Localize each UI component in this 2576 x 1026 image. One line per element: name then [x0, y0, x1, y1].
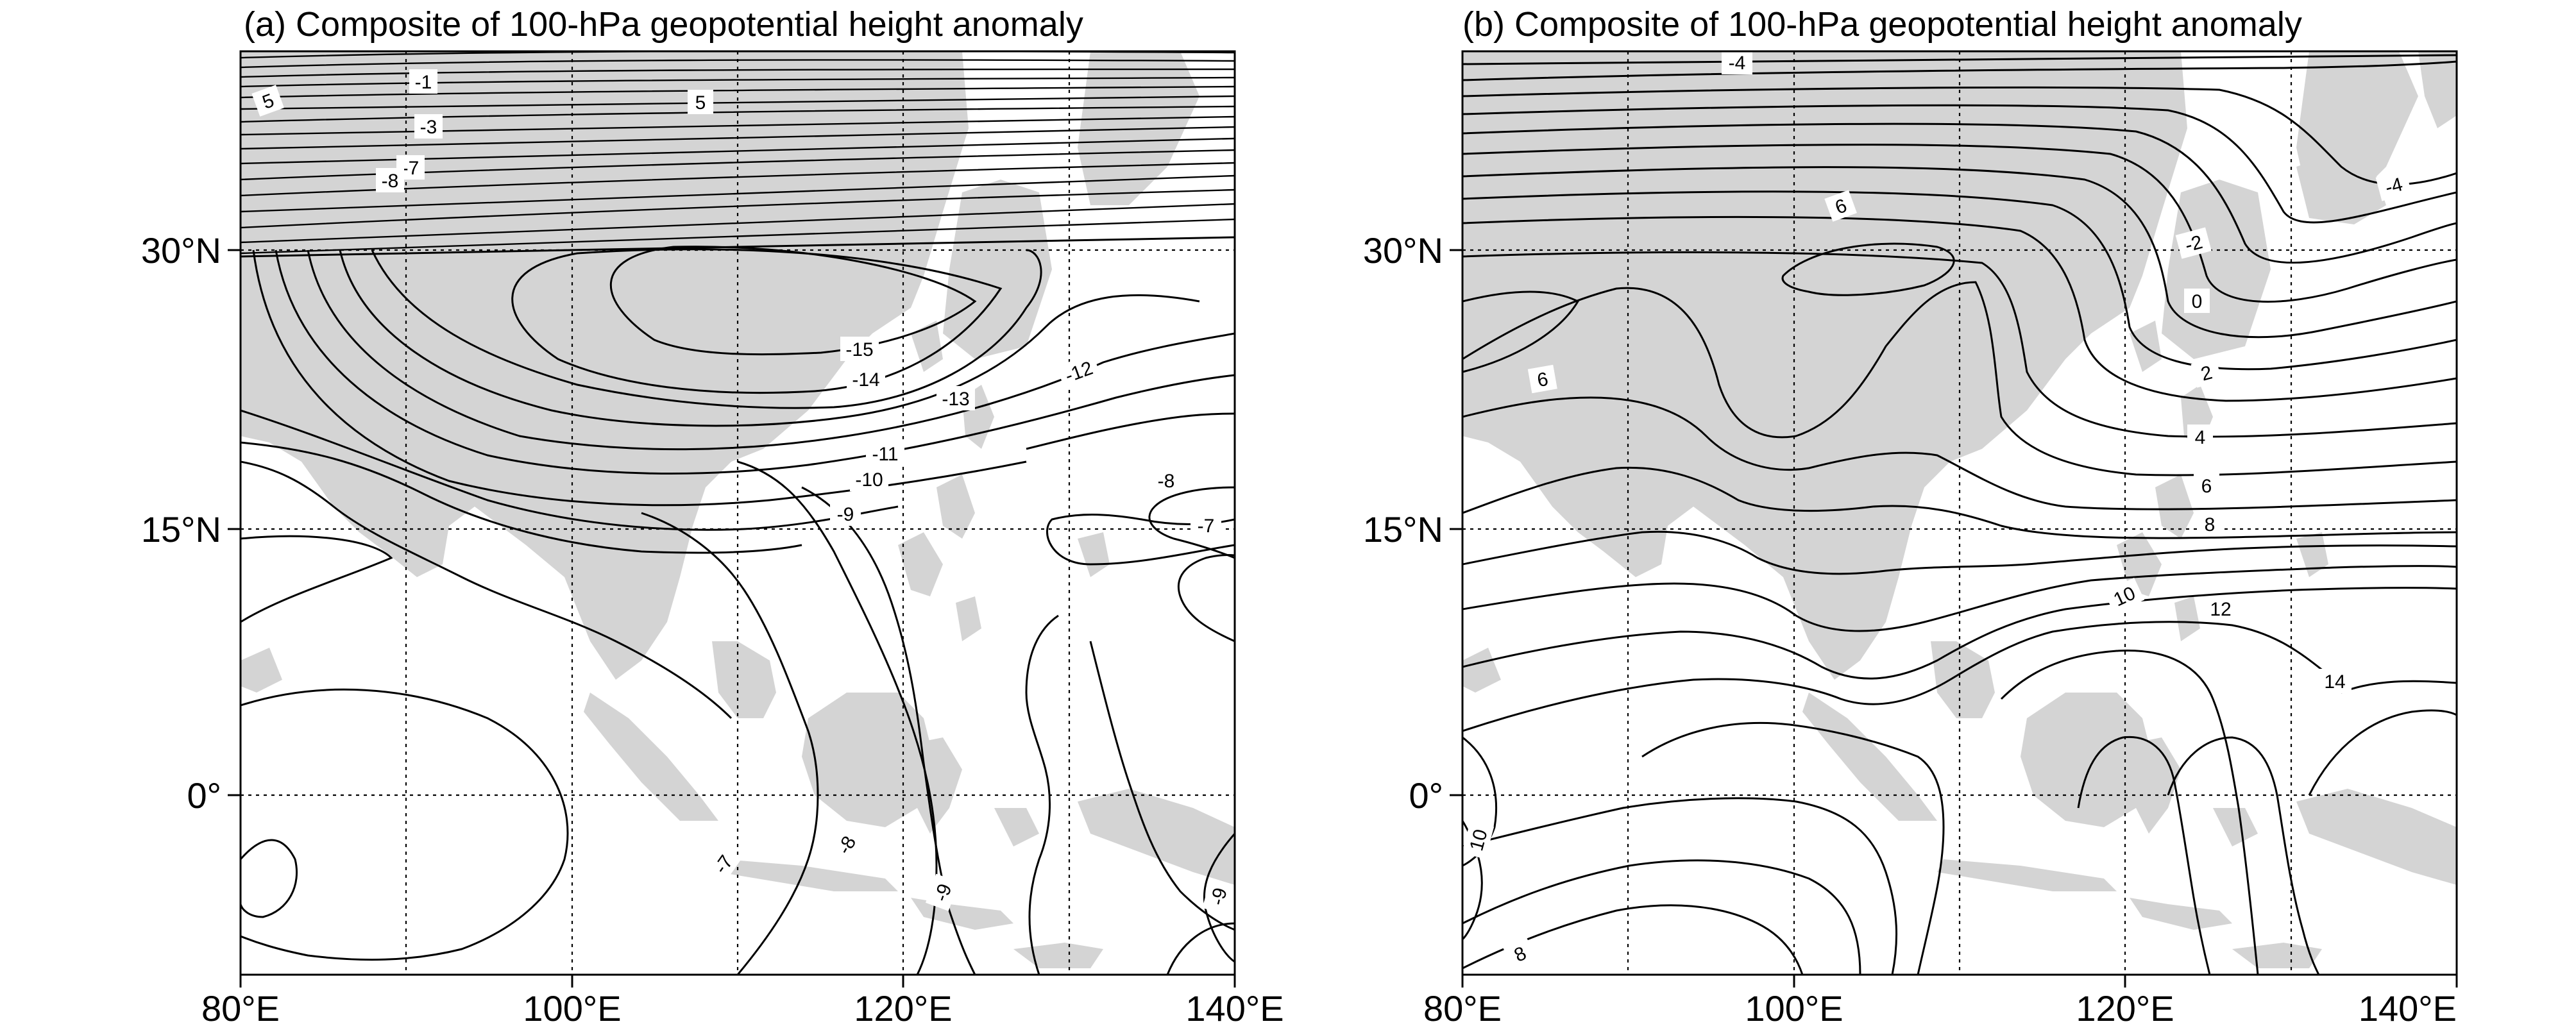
panel-a-map — [241, 51, 1235, 975]
x-tick-label: 80°E — [201, 988, 280, 1026]
panel-b-grid — [1462, 51, 2457, 975]
contour-label: 4 — [2195, 427, 2206, 448]
x-tick-label: 100°E — [523, 988, 621, 1026]
panel-b-axes: 80°E 100°E 120°E 140°E 30°N 15°N 0° — [1363, 230, 2458, 1026]
panel-b-title: (b) Composite of 100-hPa geopotential he… — [1462, 5, 2302, 44]
contour-label: 8 — [2205, 514, 2216, 535]
contour-label: 0 — [2192, 291, 2203, 312]
contour-label: -9 — [837, 504, 854, 525]
y-tick-label: 0° — [187, 775, 221, 816]
contour-label: -4 — [1729, 53, 1746, 74]
panel-b-contours — [1462, 54, 2457, 975]
contour-label: -10 — [855, 469, 883, 491]
panel-b-frame — [1461, 50, 2458, 976]
x-tick-label: 120°E — [854, 988, 952, 1026]
contour-label: -11 — [872, 444, 898, 465]
contour-label: -14 — [852, 369, 879, 391]
contour-label: 5 — [695, 92, 706, 114]
panel-a-title: (a) Composite of 100-hPa geopotential he… — [244, 5, 1083, 44]
contour-label: -1 — [415, 72, 432, 93]
panel-a-axes: 80°E 100°E 120°E 140°E 30°N 15°N 0° — [141, 230, 1284, 1026]
panel-b: (b) Composite of 100-hPa geopotential he… — [1363, 5, 2458, 1026]
contour-label: -15 — [845, 339, 873, 360]
contour-label: -8 — [1158, 471, 1175, 492]
x-tick-label: 140°E — [1185, 988, 1284, 1026]
contour-label: -13 — [942, 389, 969, 410]
panel-b-contour-labels: -4 6 -2 -4 0 2 6 4 6 8 10 12 14 10 8 — [1461, 50, 2412, 970]
contour-label: -7 — [1198, 516, 1215, 537]
y-tick-label: 15°N — [141, 509, 221, 550]
panel-a-grid — [241, 51, 1235, 975]
panel-a-frame — [239, 50, 1236, 976]
contour-label: -8 — [382, 171, 399, 192]
contour-label: -3 — [420, 117, 437, 138]
x-tick-label: 120°E — [2076, 988, 2174, 1026]
x-tick-label: 80°E — [1423, 988, 1502, 1026]
y-tick-label: 30°N — [141, 230, 221, 271]
contour-label: 6 — [2201, 476, 2212, 497]
y-tick-label: 0° — [1409, 775, 1443, 816]
panel-b-map — [1462, 51, 2457, 975]
contour-label: 6 — [1536, 369, 1550, 391]
panel-a-land — [241, 51, 1235, 968]
contour-label: 12 — [2210, 599, 2231, 620]
x-tick-label: 100°E — [1745, 988, 1843, 1026]
panel-a-contour-labels: 5 -1 -3 -7 -8 5 -15 -14 -13 -12 -11 -10 … — [251, 69, 1234, 914]
contour-label: -7 — [402, 158, 419, 179]
x-tick-label: 140°E — [2359, 988, 2457, 1026]
y-tick-label: 30°N — [1363, 230, 1443, 271]
panel-a: (a) Composite of 100-hPa geopotential he… — [141, 5, 1284, 1026]
y-tick-label: 15°N — [1363, 509, 1443, 550]
contour-label: 14 — [2324, 671, 2345, 693]
panel-b-land — [1462, 51, 2457, 968]
